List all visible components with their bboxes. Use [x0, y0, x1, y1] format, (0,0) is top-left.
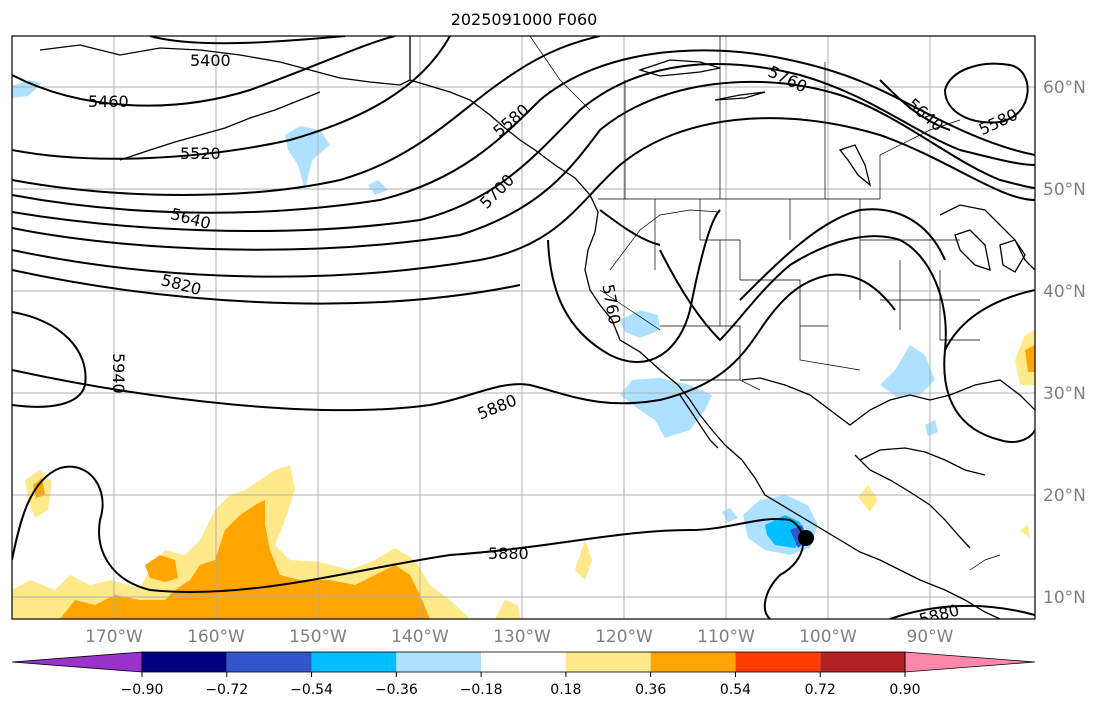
plot-area — [12, 36, 1035, 619]
height-contours — [12, 36, 1035, 619]
lon-label: 170°W — [85, 627, 143, 647]
graticule — [12, 36, 1035, 619]
colorbar-segment — [311, 652, 397, 672]
colorbar-segment — [735, 652, 821, 672]
lon-label: 120°W — [595, 627, 653, 647]
lat-label: 30°N — [1043, 384, 1086, 404]
lon-label: 90°W — [907, 627, 954, 647]
colorbar-tick-label: 0.36 — [635, 682, 666, 698]
colorbar-segment — [396, 652, 482, 672]
lat-label: 10°N — [1043, 588, 1086, 608]
colorbar-frame — [141, 651, 906, 673]
colorbar-segment — [650, 652, 736, 672]
lon-label: 130°W — [493, 627, 551, 647]
storm-center-marker — [798, 530, 814, 546]
colorbar-tick-label: −0.36 — [375, 682, 418, 698]
lon-label: 100°W — [799, 627, 857, 647]
contour-label-5520: 5520 — [180, 144, 221, 163]
colorbar-tick-label: −0.18 — [460, 682, 503, 698]
colorbar-tick-label: 0.54 — [720, 682, 751, 698]
lat-axis: 60°N 50°N 40°N 30°N 20°N 10°N — [1043, 78, 1086, 608]
plot-frame — [11, 35, 1036, 620]
colorbar-extension-high — [904, 651, 1036, 673]
lon-label: 150°W — [289, 627, 347, 647]
lon-label: 160°W — [187, 627, 245, 647]
lat-label: 50°N — [1043, 180, 1086, 200]
contour-label-5400: 5400 — [190, 51, 231, 70]
colorbar-tick-label: −0.90 — [121, 682, 164, 698]
colorbar-segment — [226, 652, 312, 672]
colorbar-extension-low — [11, 651, 143, 673]
colorbar-segment — [820, 652, 905, 672]
contour-label-5940: 5940 — [109, 353, 128, 394]
colorbar-segment — [565, 652, 651, 672]
contour-label-5880-south: 5880 — [488, 544, 529, 563]
colorbar-segment — [142, 652, 227, 672]
colorbar-tick-label: 0.72 — [805, 682, 836, 698]
colorbar-tick-label: 0.18 — [550, 682, 581, 698]
colorbar-tick-label: 0.90 — [889, 682, 920, 698]
colorbar-segment — [481, 652, 566, 672]
lat-label: 60°N — [1043, 78, 1086, 98]
contour-label-5460: 5460 — [88, 92, 129, 111]
colorbar-tick-label: −0.72 — [205, 682, 248, 698]
colorbar: −0.90 −0.72 −0.54 −0.36 −0.18 0.18 0.36 0.54 0.7… — [11, 651, 1036, 698]
lat-label: 20°N — [1043, 486, 1086, 506]
lat-label: 40°N — [1043, 282, 1086, 302]
colorbar-tick-label: −0.54 — [290, 682, 333, 698]
lon-label: 140°W — [391, 627, 449, 647]
map-title: 2025091000 F060 — [450, 10, 598, 29]
lon-label: 110°W — [697, 627, 755, 647]
lon-axis: 170°W 160°W 150°W 140°W 130°W 120°W 110°… — [85, 627, 954, 647]
